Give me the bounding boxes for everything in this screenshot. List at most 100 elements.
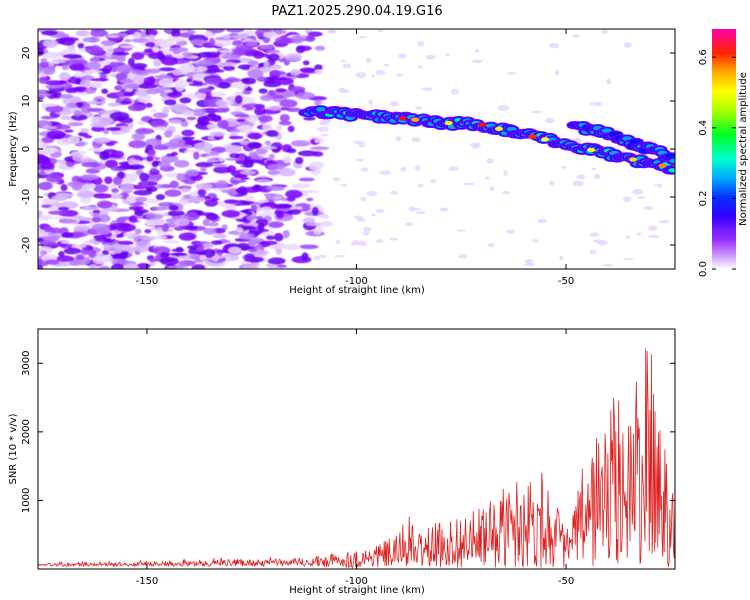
spectrogram-cell [636,232,642,236]
spectrogram-cell [247,60,259,67]
spectrogram-cell [231,34,248,39]
spectrogram-cell [177,29,189,32]
spectrogram-cell [105,142,115,147]
spectrogram-cell [211,197,220,201]
spectrogram-cell [236,118,246,123]
spectrogram-cell [160,252,170,258]
spectrogram-y-tick-label: 20 [21,47,32,60]
spectrogram-cell [299,67,316,73]
spectrogram-cell [107,102,121,107]
spectrogram-cell [417,65,424,69]
spectrogram-cell [38,143,47,151]
spectrogram-cell [133,31,142,39]
spectrogram-cell [49,199,56,204]
spectrogram-cell [134,240,151,249]
spectrogram-cell [395,73,404,77]
spectrogram-cell [131,69,147,75]
spectrogram-cell [669,158,675,164]
snr-x-tick-label: -100 [345,576,368,587]
spectrogram-cell [38,47,45,57]
spectrogram-cell [415,211,426,215]
spectrogram-cell [221,210,240,218]
colorbar-tick-label: 0.4 [698,120,709,136]
spectrogram-cell [601,128,612,134]
spectrogram-cell [120,249,129,259]
spectrogram-cell [209,131,226,137]
spectrogram-cell [235,95,243,104]
spectrogram-cell [425,54,436,60]
spectrogram-peak [398,116,407,121]
spectrogram-cell [40,115,55,120]
spectrogram-cell [150,119,169,129]
spectrogram-cell [186,29,196,35]
spectrogram-peak [494,126,503,132]
spectrogram-cell [123,91,135,97]
spectrogram-cell [145,102,153,108]
spectrogram-cell [303,116,316,121]
spectrogram-cell [276,77,294,86]
spectrogram-cell [375,238,384,243]
spectrogram-cell [164,130,173,138]
spectrogram-cell [531,238,539,243]
spectrogram-cell [97,68,110,75]
spectrogram-cell [126,246,136,252]
spectrogram-cell [238,232,255,240]
spectrogram-cell [169,180,179,189]
spectrogram-cell [264,140,272,146]
colorbar-tick-label: 0.2 [698,190,709,206]
spectrogram-cell [254,107,264,116]
spectrogram-cell [64,59,83,65]
spectrogram-cell [45,84,60,89]
spectrogram-cell [327,29,336,33]
spectrogram-y-tick-label: 0 [21,146,32,152]
spectrogram-cell [197,115,210,125]
spectrogram-x-tick-label: -150 [136,276,159,287]
spectrogram-cell [221,189,232,193]
spectrogram-cell [205,154,223,159]
spectrogram-cell [371,74,376,78]
spectrogram-cell [127,104,146,112]
spectrogram-cell [162,106,170,115]
spectrogram-cell [197,188,207,197]
spectrogram-cell [126,195,138,204]
spectrogram-cell [415,106,422,110]
spectrogram-cell [647,225,658,231]
spectrogram-cell [232,40,243,47]
spectrogram-cell [110,222,131,228]
spectrogram-cell [228,135,244,140]
spectrogram-cell [93,184,109,193]
spectrogram-cell [119,183,135,192]
spectrogram-cell [221,54,241,60]
spectrogram-cell [130,62,148,69]
snr-x-label: Height of straight line (km) [289,585,425,596]
spectrogram-cell [75,254,85,260]
spectrogram-cell [375,70,386,76]
spectrogram-cell [404,222,414,226]
spectrogram-cell [471,59,483,64]
spectrogram-cell [198,59,214,67]
spectrogram-cell [561,165,567,169]
spectrogram-cell [312,151,324,157]
spectrogram-cell [173,218,190,227]
spectrogram-cell [93,137,112,144]
snr-y-tick-label: 1000 [21,488,32,513]
spectrogram-cell [206,54,220,58]
spectrogram-cell [67,181,83,188]
spectrogram-cell [196,65,208,73]
spectrogram-cell [524,258,534,265]
spectrogram-cell [60,240,72,245]
spectrogram-cell [166,36,186,43]
spectrogram-cell [411,137,421,143]
spectrogram-cell [572,180,585,187]
spectrogram-cell [267,105,283,111]
spectrogram-cell [212,233,227,239]
spectrogram-cell [255,148,268,154]
spectrogram-cell [233,107,247,111]
spectrogram-cell [501,190,511,195]
spectrogram-cell [213,255,225,259]
spectrogram-cell [601,29,608,34]
snr-background [38,329,675,569]
spectrogram-cell [90,78,109,82]
spectrogram-cell [623,42,632,48]
spectrogram-cell [131,37,149,43]
